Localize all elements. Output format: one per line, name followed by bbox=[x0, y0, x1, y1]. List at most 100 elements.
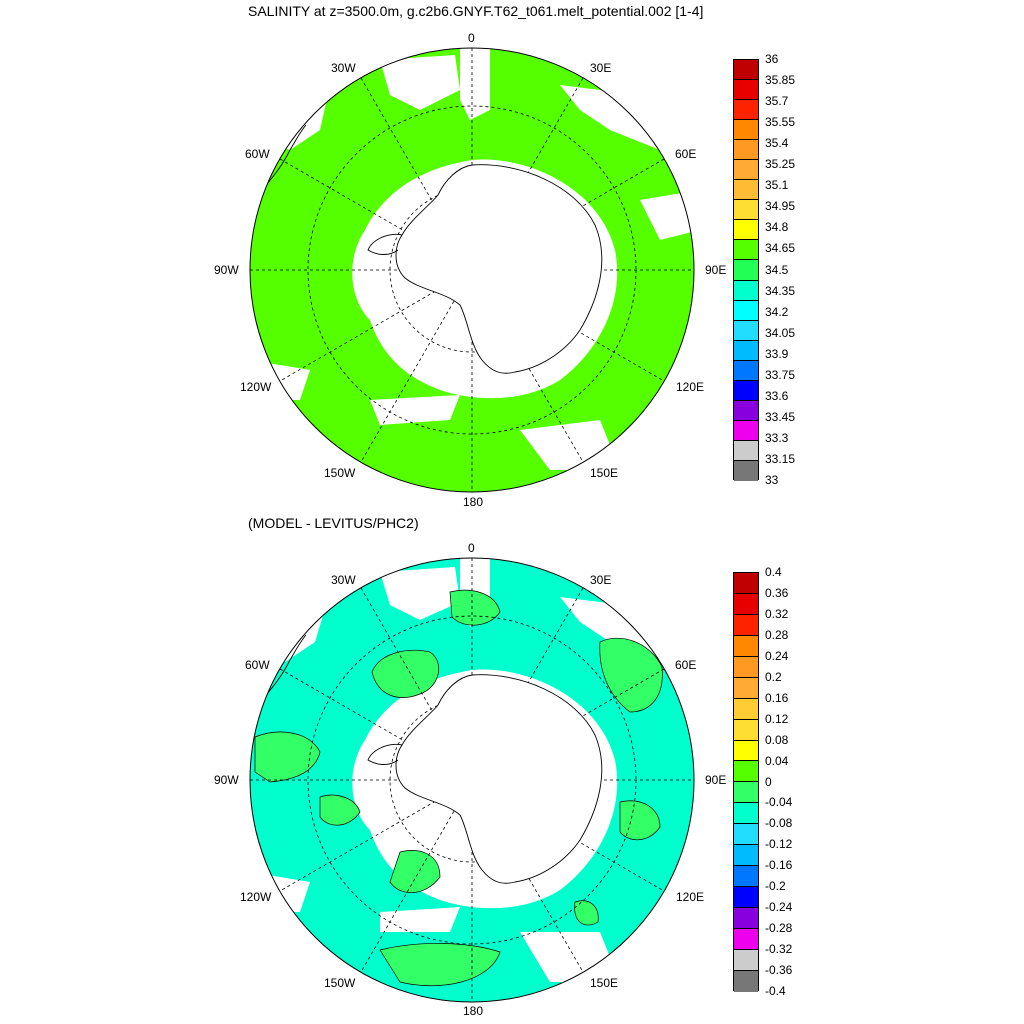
label-150e: 150E bbox=[590, 976, 619, 990]
colorbar-label: 35.1 bbox=[765, 178, 789, 193]
colorbar-label: 33.15 bbox=[765, 451, 796, 466]
colorbar-box bbox=[734, 440, 758, 461]
colorbar-box bbox=[734, 460, 758, 481]
colorbar-label: 0.04 bbox=[765, 753, 789, 768]
colorbar-box bbox=[734, 928, 758, 950]
colorbar-label: 34.35 bbox=[765, 283, 796, 298]
colorbar-label: 35.85 bbox=[765, 73, 796, 88]
label-30w: 30W bbox=[331, 61, 356, 75]
colorbar-label: -0.16 bbox=[765, 858, 793, 873]
colorbar-box bbox=[734, 635, 758, 657]
negative-anomaly-field bbox=[250, 558, 694, 1002]
colorbar-box bbox=[734, 220, 758, 241]
antarctica-coastline bbox=[395, 164, 603, 374]
label-180: 180 bbox=[463, 1004, 484, 1018]
colorbar-box bbox=[734, 120, 758, 141]
colorbar-box bbox=[734, 380, 758, 401]
colorbar-label: 34.5 bbox=[765, 262, 789, 277]
colorbar-box bbox=[734, 180, 758, 201]
colorbar-label: 33.3 bbox=[765, 430, 789, 445]
colorbar-label: -0.12 bbox=[765, 837, 793, 852]
colorbar-box bbox=[734, 573, 758, 594]
colorbar-box bbox=[734, 260, 758, 281]
label-120e: 120E bbox=[676, 380, 705, 394]
colorbar-box bbox=[734, 887, 758, 908]
colorbar-box bbox=[734, 970, 758, 992]
colorbar-box bbox=[734, 761, 758, 783]
difference-title: (MODEL - LEVITUS/PHC2) bbox=[248, 515, 419, 531]
difference-panel: 0 180 90W 90E 30W 30E 60W 60E 120W 120E … bbox=[0, 512, 1024, 1024]
colorbar-label: 33.45 bbox=[765, 409, 796, 424]
colorbar-box bbox=[734, 677, 758, 699]
colorbar-box bbox=[734, 400, 758, 421]
colorbar-box bbox=[734, 908, 758, 929]
label-60e: 60E bbox=[675, 658, 697, 672]
salinity-polar-map bbox=[249, 47, 695, 493]
colorbar-label: 0.28 bbox=[765, 627, 789, 642]
colorbar-box bbox=[734, 320, 758, 341]
colorbar-label: 33.9 bbox=[765, 346, 789, 361]
colorbar-label: 34.05 bbox=[765, 325, 796, 340]
label-120w: 120W bbox=[240, 890, 272, 904]
colorbar-label: -0.04 bbox=[765, 795, 793, 810]
label-120e: 120E bbox=[676, 890, 705, 904]
colorbar-label: 0.12 bbox=[765, 711, 789, 726]
label-0: 0 bbox=[468, 31, 475, 45]
colorbar-box bbox=[734, 698, 758, 720]
colorbar-box bbox=[734, 866, 758, 888]
label-30e: 30E bbox=[590, 573, 612, 587]
colorbar-label: 36 bbox=[765, 52, 779, 66]
colorbar-box bbox=[734, 360, 758, 381]
label-90e: 90E bbox=[705, 773, 727, 787]
colorbar-box bbox=[734, 340, 758, 361]
colorbar-label: -0.36 bbox=[765, 963, 793, 978]
label-60w: 60W bbox=[245, 658, 270, 672]
colorbar-label: -0.24 bbox=[765, 900, 793, 915]
colorbar-label: 33.6 bbox=[765, 388, 789, 403]
label-30e: 30E bbox=[590, 61, 612, 75]
difference-colorbar bbox=[733, 572, 759, 992]
label-90w: 90W bbox=[214, 773, 239, 787]
colorbar-box bbox=[734, 280, 758, 301]
salinity-panel: 0 180 90W 90E 30W 30E 60W 60E 120W 120E … bbox=[214, 31, 796, 509]
colorbar-box bbox=[734, 300, 758, 321]
colorbar-label: -0.28 bbox=[765, 921, 793, 936]
colorbar-label: 0.2 bbox=[765, 669, 782, 684]
colorbar-label: 34.65 bbox=[765, 241, 796, 256]
colorbar-label: 0.32 bbox=[765, 606, 789, 621]
label-180: 180 bbox=[463, 495, 484, 509]
colorbar-box bbox=[734, 803, 758, 825]
map-border bbox=[249, 557, 695, 1003]
colorbar-label: 35.7 bbox=[765, 94, 789, 109]
peninsula-coastline bbox=[367, 233, 403, 255]
colorbar-box bbox=[734, 719, 758, 741]
colorbar-label: 33 bbox=[765, 473, 779, 487]
label-90e: 90E bbox=[705, 263, 727, 277]
label-120w: 120W bbox=[240, 380, 272, 394]
label-150w: 150W bbox=[324, 976, 356, 990]
label-150w: 150W bbox=[324, 466, 356, 480]
colorbar-box bbox=[734, 420, 758, 441]
label-60e: 60E bbox=[675, 147, 697, 161]
colorbar-label: 34.95 bbox=[765, 199, 796, 214]
colorbar-label: 33.75 bbox=[765, 367, 796, 382]
colorbar-box bbox=[734, 593, 758, 615]
salinity-field bbox=[250, 48, 694, 492]
plot-title: SALINITY at z=3500.0m, g.c2b6.GNYF.T62_t… bbox=[248, 3, 704, 19]
salinity-colorbar bbox=[733, 59, 759, 481]
map-border bbox=[249, 47, 695, 493]
colorbar-box bbox=[734, 656, 758, 678]
colorbar-label: 0 bbox=[765, 774, 772, 789]
colorbar-box bbox=[734, 824, 758, 846]
colorbar-label: -0.4 bbox=[765, 984, 786, 998]
colorbar-label: 35.55 bbox=[765, 115, 796, 130]
colorbar-label: 0.24 bbox=[765, 648, 789, 663]
colorbar-box bbox=[734, 140, 758, 161]
colorbar-box bbox=[734, 949, 758, 971]
colorbar-label: 35.4 bbox=[765, 136, 789, 151]
colorbar-label: -0.32 bbox=[765, 942, 793, 957]
colorbar-label: -0.2 bbox=[765, 879, 786, 894]
colorbar-label: 0.4 bbox=[765, 565, 782, 579]
colorbar-label: 34.2 bbox=[765, 304, 789, 319]
colorbar-label: 35.25 bbox=[765, 157, 796, 172]
